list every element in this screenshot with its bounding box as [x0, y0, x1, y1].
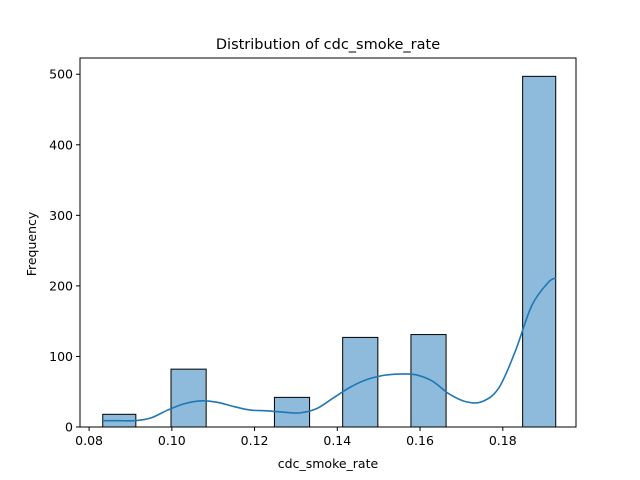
kde-curve: [102, 277, 557, 422]
x-tick-label: 0.18: [489, 433, 517, 448]
x-tick-label: 0.14: [323, 433, 351, 448]
kde-layer: [102, 277, 557, 422]
chart-title: Distribution of cdc_smoke_rate: [216, 37, 440, 53]
x-axis-ticks: 0.08 0.10 0.12 0.14 0.16 0.18: [75, 427, 517, 448]
y-tick-label: 0: [65, 420, 73, 435]
histogram-bar-2: [170, 368, 207, 428]
plot-frame: [79, 57, 577, 428]
x-tick-label: 0.16: [406, 433, 434, 448]
x-tick-label: 0.12: [241, 433, 269, 448]
histogram-bar-5: [410, 334, 447, 428]
x-tick-label: 0.10: [158, 433, 186, 448]
bars-layer: [102, 75, 557, 428]
y-tick-label: 300: [49, 208, 73, 223]
y-tick-label: 400: [49, 137, 73, 152]
y-tick-label: 200: [49, 278, 73, 293]
histogram-bar-6: [522, 75, 557, 428]
y-axis-label: Frequency: [24, 211, 39, 276]
x-tick-label: 0.08: [75, 433, 103, 448]
y-axis-ticks: 0 100 200 300 400 500: [49, 67, 80, 435]
y-tick-label: 500: [49, 67, 73, 82]
x-axis-label: cdc_smoke_rate: [278, 456, 379, 471]
y-tick-label: 100: [49, 349, 73, 364]
